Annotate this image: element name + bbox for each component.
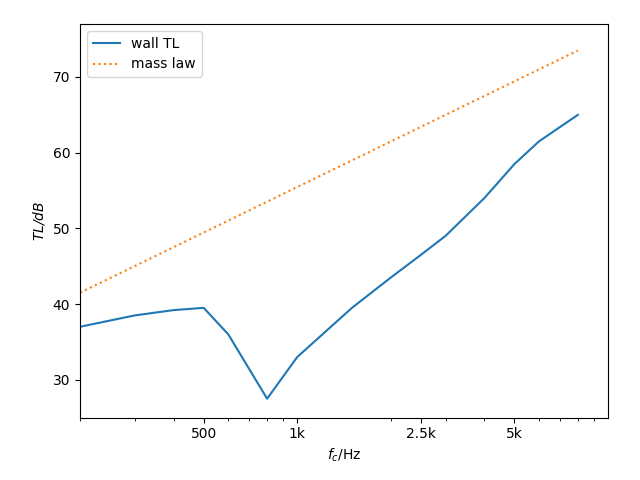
wall TL xyxy=(481,195,488,201)
wall TL xyxy=(574,112,582,118)
wall TL xyxy=(76,324,84,330)
mass law xyxy=(574,48,582,53)
wall TL xyxy=(417,252,425,258)
wall TL xyxy=(442,233,449,239)
X-axis label: $f_c$/Hz: $f_c$/Hz xyxy=(327,447,361,464)
wall TL xyxy=(225,332,232,337)
wall TL xyxy=(511,161,518,167)
wall TL xyxy=(535,138,543,144)
wall TL xyxy=(170,307,177,313)
Y-axis label: $TL$/dB: $TL$/dB xyxy=(31,201,47,241)
wall TL xyxy=(348,305,356,311)
wall TL xyxy=(200,305,207,311)
Legend: wall TL, mass law: wall TL, mass law xyxy=(87,31,202,77)
wall TL xyxy=(387,275,395,280)
mass law xyxy=(76,290,84,296)
wall TL xyxy=(293,354,301,360)
wall TL xyxy=(263,396,271,402)
Line: wall TL: wall TL xyxy=(80,115,578,399)
wall TL xyxy=(131,312,139,318)
Line: mass law: mass law xyxy=(80,50,578,293)
